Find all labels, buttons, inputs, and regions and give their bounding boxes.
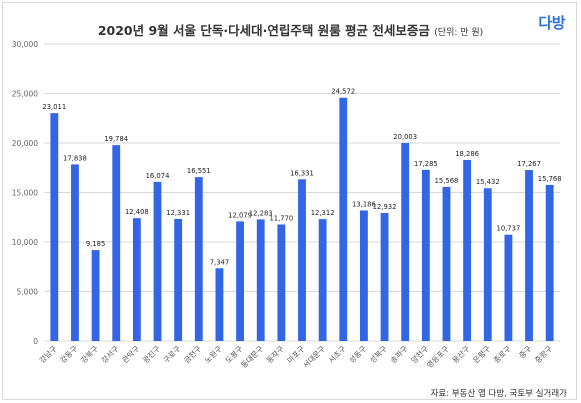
data-label: 12,312 xyxy=(311,209,335,217)
x-tick-label: 성동구 xyxy=(347,344,368,365)
bar xyxy=(380,212,389,341)
x-tick-label: 강남구 xyxy=(37,343,59,365)
x-tick-label: 영등포구 xyxy=(424,343,451,370)
x-tick-label: 서대문구 xyxy=(301,344,327,370)
unit-label: (단위: 만 원) xyxy=(434,28,484,38)
x-tick-label: 동작구 xyxy=(264,343,286,365)
data-label: 20,003 xyxy=(393,133,417,141)
data-label: 16,074 xyxy=(146,172,170,180)
x-tick-label: 노원구 xyxy=(203,344,224,365)
x-tick-label: 중랑구 xyxy=(533,344,554,365)
x-tick-label: 관악구 xyxy=(120,343,142,365)
bar xyxy=(153,181,162,341)
x-tick-label: 강북구 xyxy=(78,343,100,365)
bar xyxy=(421,169,430,341)
data-label: 12,331 xyxy=(166,209,190,217)
bar xyxy=(359,210,368,341)
data-label: 15,768 xyxy=(538,175,562,183)
data-label: 12,408 xyxy=(125,208,149,216)
bar xyxy=(174,218,183,341)
y-tick-label: 25,000 xyxy=(12,90,38,99)
source-note: 자료: 부동산 앱 다방, 국토부 실거래가 xyxy=(430,389,567,399)
x-tick-label: 성북구 xyxy=(368,344,389,365)
bar xyxy=(50,113,59,341)
data-label: 23,011 xyxy=(42,103,66,111)
data-label: 15,568 xyxy=(435,177,459,185)
data-label: 12,283 xyxy=(249,209,273,217)
data-label: 9,185 xyxy=(86,240,105,248)
x-tick-label: 용산구 xyxy=(450,343,472,365)
bar xyxy=(236,221,245,341)
data-label: 11,770 xyxy=(269,214,293,222)
bar xyxy=(483,188,492,341)
bar xyxy=(339,97,348,341)
data-label: 19,784 xyxy=(104,135,128,143)
bar xyxy=(401,142,410,341)
x-tick-label: 구로구 xyxy=(162,344,183,365)
bar xyxy=(545,184,554,341)
x-tick-label: 금천구 xyxy=(182,343,204,365)
bar xyxy=(112,145,121,341)
data-label: 13,186 xyxy=(352,200,376,208)
bar xyxy=(71,164,79,341)
data-label: 7,347 xyxy=(210,258,229,266)
x-tick-label: 송파구 xyxy=(389,344,410,365)
data-label: 17,838 xyxy=(63,154,87,162)
brand-logo: 다방 xyxy=(538,14,565,32)
x-tick-label: 중구 xyxy=(517,344,533,360)
bar xyxy=(91,250,100,341)
data-label: 24,572 xyxy=(331,88,355,96)
x-tick-label: 은평구 xyxy=(470,343,492,365)
data-label: 10,737 xyxy=(497,225,521,233)
x-tick-label: 강서구 xyxy=(99,343,121,365)
chart-title-text: 2020년 9월 서울 단독·다세대·연립주택 원룸 평균 전세보증금 xyxy=(97,23,430,38)
x-tick-label: 서초구 xyxy=(327,344,348,365)
x-tick-label: 광진구 xyxy=(140,343,162,365)
data-label: 12,079 xyxy=(228,211,252,219)
bar xyxy=(525,170,533,341)
bar xyxy=(504,234,513,341)
y-tick-label: 0 xyxy=(33,337,38,346)
y-tick-label: 20,000 xyxy=(12,139,38,148)
bar xyxy=(463,159,472,341)
data-label: 16,551 xyxy=(187,167,211,175)
bar xyxy=(256,219,265,341)
y-tick-label: 10,000 xyxy=(12,238,38,247)
y-tick-label: 15,000 xyxy=(12,189,38,198)
bar xyxy=(318,219,327,341)
x-tick-label: 동대문구 xyxy=(239,344,265,370)
data-label: 17,285 xyxy=(414,160,438,168)
data-label: 17,267 xyxy=(517,160,541,168)
y-tick-label: 5,000 xyxy=(17,288,39,297)
bar xyxy=(215,268,224,341)
bar xyxy=(298,179,306,341)
y-tick-label: 30,000 xyxy=(12,40,38,49)
x-tick-label: 종로구 xyxy=(492,344,513,365)
bar xyxy=(132,218,141,341)
bar xyxy=(277,224,286,341)
chart-title: 2020년 9월 서울 단독·다세대·연립주택 원룸 평균 전세보증금 (단위:… xyxy=(0,20,581,39)
data-label: 12,932 xyxy=(373,203,397,211)
data-label: 15,432 xyxy=(476,178,500,186)
data-label: 18,286 xyxy=(455,150,479,158)
bar xyxy=(194,177,203,341)
x-tick-label: 강동구 xyxy=(58,343,80,365)
data-label: 16,331 xyxy=(290,169,314,177)
bar xyxy=(442,186,451,341)
